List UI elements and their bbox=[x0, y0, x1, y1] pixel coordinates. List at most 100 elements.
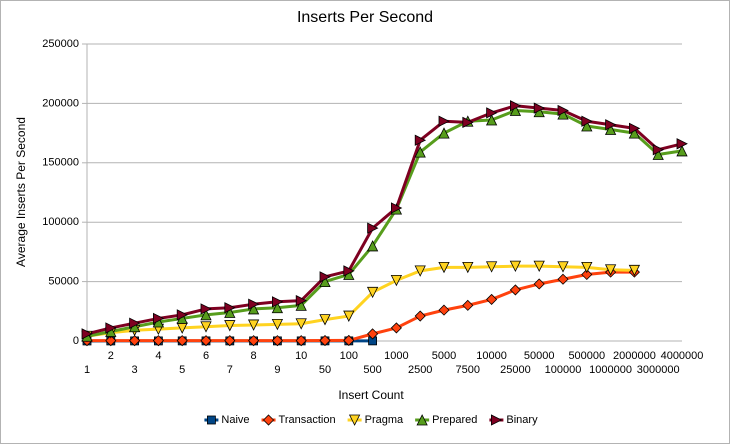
marker bbox=[367, 222, 379, 234]
legend-item: Naive bbox=[204, 414, 250, 426]
marker bbox=[295, 318, 307, 330]
x-tick-label: 1000000 bbox=[589, 364, 632, 376]
legend-item: Prepared bbox=[415, 414, 477, 426]
marker bbox=[247, 319, 260, 331]
marker bbox=[262, 414, 275, 426]
marker bbox=[129, 317, 141, 329]
marker bbox=[533, 102, 546, 114]
marker bbox=[390, 202, 403, 214]
marker bbox=[367, 328, 379, 340]
marker bbox=[248, 335, 260, 347]
marker bbox=[152, 312, 165, 325]
x-tick-label: 6 bbox=[203, 350, 209, 362]
x-tick-label: 500 bbox=[363, 364, 381, 376]
x-tick-label: 100 bbox=[340, 350, 358, 362]
marker bbox=[224, 302, 236, 314]
legend-item: Pragma bbox=[347, 414, 404, 426]
marker bbox=[509, 260, 522, 273]
x-tick-label: 100000 bbox=[545, 364, 582, 376]
marker bbox=[207, 415, 216, 425]
marker bbox=[295, 299, 307, 311]
marker bbox=[248, 298, 260, 310]
x-tick-label: 5 bbox=[179, 364, 185, 376]
marker bbox=[414, 146, 426, 158]
x-tick-label: 4000000 bbox=[661, 350, 704, 362]
marker bbox=[271, 335, 283, 347]
marker bbox=[105, 322, 117, 334]
x-tick-label: 4 bbox=[155, 350, 161, 362]
marker bbox=[343, 334, 355, 346]
x-tick-label: 3 bbox=[132, 364, 138, 376]
marker bbox=[485, 114, 498, 126]
marker bbox=[581, 268, 593, 281]
marker bbox=[509, 284, 521, 296]
marker bbox=[319, 334, 331, 347]
series-line bbox=[86, 264, 635, 338]
marker bbox=[176, 309, 189, 321]
legend: Naive Transaction Pragma Prepared Binary bbox=[204, 414, 538, 426]
marker bbox=[343, 310, 355, 322]
marker bbox=[604, 123, 617, 135]
marker bbox=[557, 104, 569, 117]
marker bbox=[319, 314, 331, 326]
marker bbox=[629, 122, 641, 134]
x-tick-label: 50 bbox=[319, 364, 331, 376]
marker bbox=[628, 127, 641, 139]
marker bbox=[557, 261, 569, 273]
marker bbox=[295, 335, 307, 347]
x-tick-label: 10 bbox=[295, 350, 307, 362]
marker bbox=[652, 144, 665, 156]
marker bbox=[462, 116, 474, 129]
marker bbox=[676, 145, 688, 157]
marker bbox=[200, 335, 212, 347]
legend-label: Transaction bbox=[279, 414, 336, 426]
marker bbox=[652, 148, 664, 160]
legend-label: Naive bbox=[221, 414, 249, 426]
x-tick-label: 3000000 bbox=[637, 364, 680, 376]
chart-title: Inserts Per Second bbox=[297, 9, 433, 26]
x-tick-label: 7500 bbox=[456, 364, 480, 376]
marker bbox=[486, 107, 498, 119]
marker bbox=[416, 414, 428, 426]
marker bbox=[604, 264, 617, 276]
marker bbox=[438, 261, 450, 274]
marker bbox=[200, 303, 212, 315]
marker bbox=[438, 304, 450, 316]
marker bbox=[605, 119, 617, 131]
marker bbox=[224, 335, 236, 347]
marker bbox=[438, 115, 450, 127]
marker bbox=[390, 322, 402, 334]
marker bbox=[557, 273, 569, 285]
marker bbox=[319, 271, 331, 283]
marker bbox=[105, 335, 117, 347]
marker bbox=[414, 265, 426, 277]
marker bbox=[581, 261, 593, 274]
y-tick-label: 200000 bbox=[42, 97, 79, 109]
marker bbox=[533, 278, 545, 290]
x-tick-label: 500000 bbox=[568, 350, 605, 362]
x-axis-title: Insert Count bbox=[338, 388, 404, 402]
x-tick-label: 2000000 bbox=[613, 350, 656, 362]
marker bbox=[533, 260, 545, 273]
marker bbox=[295, 294, 308, 307]
x-tick-label: 10000 bbox=[476, 350, 507, 362]
x-tick-label: 2500 bbox=[408, 364, 432, 376]
x-tick-label: 25000 bbox=[500, 364, 531, 376]
marker bbox=[152, 335, 164, 347]
y-tick-label: 100000 bbox=[42, 216, 79, 228]
marker bbox=[414, 310, 426, 322]
y-tick-label: 0 bbox=[73, 335, 79, 347]
x-tick-label: 5000 bbox=[432, 350, 456, 362]
y-axis-title: Average Inserts Per Second bbox=[14, 117, 28, 267]
y-tick-label: 250000 bbox=[42, 38, 79, 50]
marker bbox=[581, 120, 593, 132]
y-tick-label: 50000 bbox=[48, 276, 79, 288]
marker bbox=[581, 115, 593, 127]
marker bbox=[81, 328, 93, 340]
marker bbox=[348, 414, 361, 426]
marker bbox=[462, 299, 474, 311]
marker bbox=[366, 286, 379, 299]
marker bbox=[271, 296, 284, 308]
marker bbox=[485, 261, 498, 273]
marker bbox=[343, 265, 355, 277]
